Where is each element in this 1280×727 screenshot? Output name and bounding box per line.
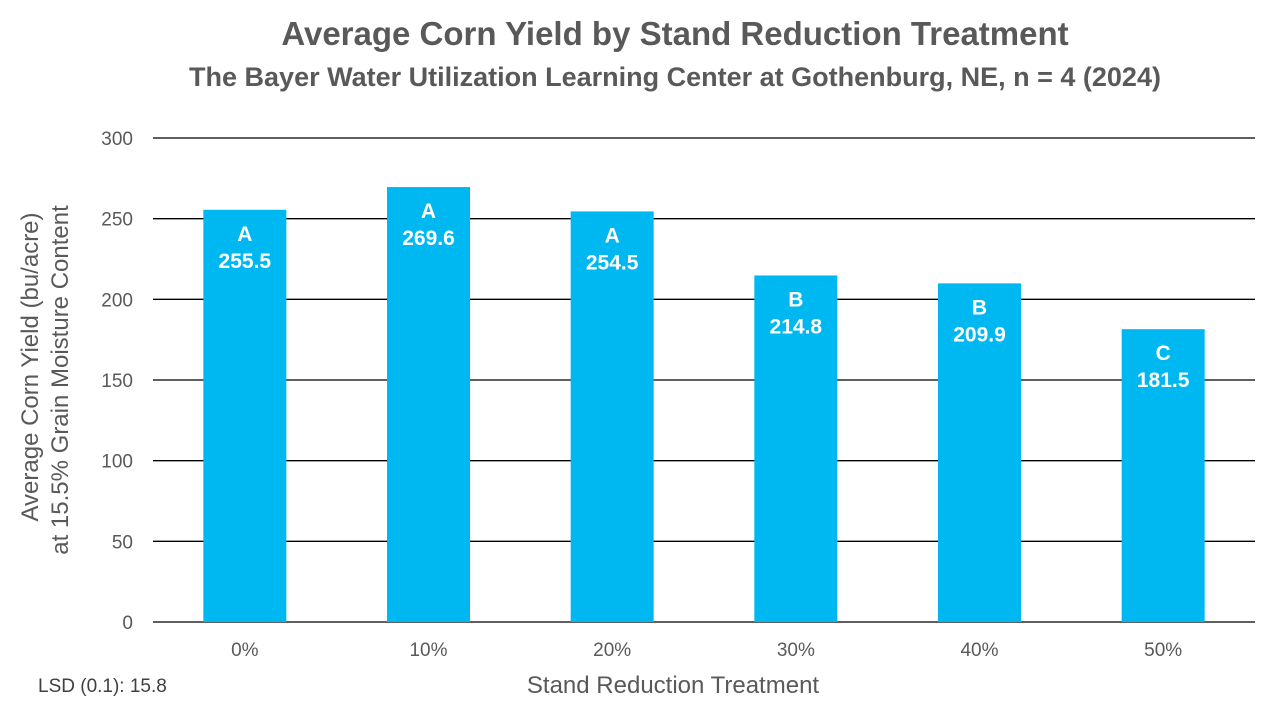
y-tick-label: 300 xyxy=(101,129,133,150)
bar xyxy=(754,275,838,622)
bar xyxy=(938,283,1021,622)
bars: A 255.5 A 269.6 A 254.5 B 214.8 B 209.9 C 181.5 xyxy=(203,187,1205,622)
bar xyxy=(387,187,470,622)
y-tick-label: 250 xyxy=(101,210,133,231)
x-tick-label: 30% xyxy=(777,640,815,661)
bar-value-label: 254.5 xyxy=(586,251,639,274)
chart-subtitle: The Bayer Water Utilization Learning Cen… xyxy=(189,62,1161,92)
bar-value-label: 269.6 xyxy=(402,227,455,250)
y-tick-label: 150 xyxy=(101,371,133,392)
bar xyxy=(203,209,287,622)
bar-significance-letter: A xyxy=(237,223,252,246)
bar-significance-letter: B xyxy=(788,288,803,311)
x-tick-label: 0% xyxy=(231,640,259,661)
bar-value-label: 209.9 xyxy=(953,323,1006,346)
bar xyxy=(1121,329,1205,622)
bar-value-label: 255.5 xyxy=(219,250,272,273)
y-axis-ticks: 0 50 100 150 200 250 300 xyxy=(101,129,133,634)
y-tick-label: 0 xyxy=(122,613,133,634)
x-tick-label: 10% xyxy=(409,640,447,661)
bar-significance-letter: C xyxy=(1156,342,1171,365)
x-axis-ticks: 0% 10% 20% 30% 40% 50% xyxy=(231,640,1182,661)
bar-significance-letter: A xyxy=(605,224,620,247)
bar-significance-letter: B xyxy=(972,296,987,319)
y-axis-label-line2: at 15.5% Grain Moisture Content xyxy=(47,205,74,555)
x-axis-label: Stand Reduction Treatment xyxy=(527,672,820,699)
lsd-footnote: LSD (0.1): 15.8 xyxy=(38,676,167,697)
gridlines xyxy=(153,137,1255,623)
bar-significance-letter: A xyxy=(421,200,436,223)
y-tick-label: 100 xyxy=(101,452,133,473)
bar-value-label: 214.8 xyxy=(770,315,823,338)
y-tick-label: 200 xyxy=(101,290,133,311)
bar xyxy=(570,211,654,622)
x-tick-label: 20% xyxy=(593,640,631,661)
y-axis-label-line1: Average Corn Yield (bu/acre) xyxy=(17,212,44,521)
chart-title: Average Corn Yield by Stand Reduction Tr… xyxy=(281,15,1068,52)
bar-value-label: 181.5 xyxy=(1137,369,1190,392)
x-tick-label: 50% xyxy=(1144,640,1182,661)
x-tick-label: 40% xyxy=(960,640,998,661)
y-tick-label: 50 xyxy=(112,532,133,553)
